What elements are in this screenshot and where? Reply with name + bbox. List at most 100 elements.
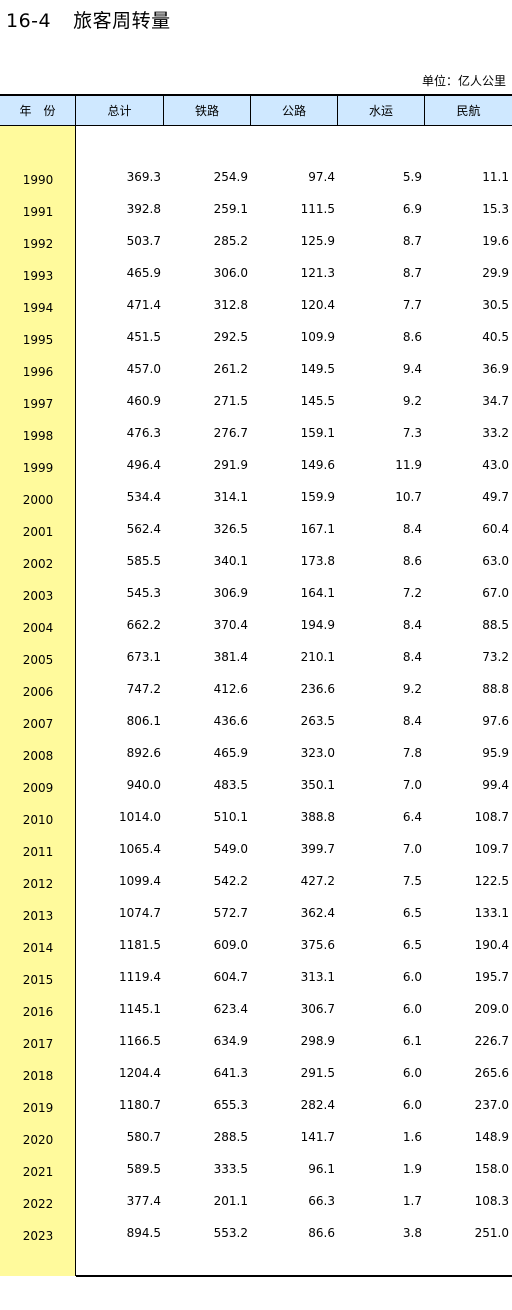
cell-year: 2000 bbox=[22, 493, 54, 507]
cell-total: 1014.0 bbox=[119, 810, 161, 824]
cell-railway: 436.6 bbox=[213, 714, 248, 728]
cell-year: 2006 bbox=[22, 685, 54, 699]
cell-civil-aviation: 148.9 bbox=[474, 1130, 509, 1144]
cell-waterway: 7.7 bbox=[402, 298, 422, 312]
cell-total: 806.1 bbox=[126, 714, 161, 728]
cell-year: 1990 bbox=[22, 173, 54, 187]
cell-highway: 313.1 bbox=[300, 970, 335, 984]
cell-railway: 254.9 bbox=[213, 170, 248, 184]
cell-year: 2002 bbox=[22, 557, 54, 571]
cell-waterway: 7.0 bbox=[402, 842, 422, 856]
cell-railway: 604.7 bbox=[213, 970, 248, 984]
table-row: 2000 534.4 314.1 159.9 10.7 49.7 bbox=[0, 481, 512, 513]
cell-waterway: 8.7 bbox=[402, 234, 422, 248]
cell-highway: 236.6 bbox=[300, 682, 335, 696]
cell-waterway: 1.9 bbox=[402, 1162, 422, 1176]
cell-waterway: 6.5 bbox=[402, 938, 422, 952]
cell-total: 580.7 bbox=[126, 1130, 161, 1144]
cell-total: 465.9 bbox=[126, 266, 161, 280]
cell-highway: 210.1 bbox=[300, 650, 335, 664]
table-row: 1998 476.3 276.7 159.1 7.3 33.2 bbox=[0, 417, 512, 449]
table-row: 2017 1166.5 634.9 298.9 6.1 226.7 bbox=[0, 1025, 512, 1057]
cell-total: 476.3 bbox=[126, 426, 161, 440]
cell-civil-aviation: 190.4 bbox=[474, 938, 509, 952]
cell-civil-aviation: 15.3 bbox=[482, 202, 509, 216]
table-header: 年 份 总计 铁路 公路 水运 民航 bbox=[0, 94, 512, 126]
cell-highway: 141.7 bbox=[300, 1130, 335, 1144]
cell-year: 2009 bbox=[22, 781, 54, 795]
table-row: 1996 457.0 261.2 149.5 9.4 36.9 bbox=[0, 353, 512, 385]
cell-total: 1166.5 bbox=[119, 1034, 161, 1048]
cell-waterway: 8.4 bbox=[402, 714, 422, 728]
cell-total: 1145.1 bbox=[119, 1002, 161, 1016]
cell-highway: 109.9 bbox=[300, 330, 335, 344]
cell-year: 2023 bbox=[22, 1229, 54, 1243]
unit-label: 单位：亿人公里 bbox=[421, 74, 506, 88]
cell-waterway: 8.6 bbox=[402, 554, 422, 568]
cell-civil-aviation: 251.0 bbox=[474, 1226, 509, 1240]
table-row: 2016 1145.1 623.4 306.7 6.0 209.0 bbox=[0, 993, 512, 1025]
cell-railway: 326.5 bbox=[213, 522, 248, 536]
cell-year: 2022 bbox=[22, 1197, 54, 1211]
cell-highway: 66.3 bbox=[308, 1194, 335, 1208]
cell-highway: 263.5 bbox=[300, 714, 335, 728]
table-row: 2012 1099.4 542.2 427.2 7.5 122.5 bbox=[0, 865, 512, 897]
cell-civil-aviation: 108.3 bbox=[474, 1194, 509, 1208]
table-row: 2002 585.5 340.1 173.8 8.6 63.0 bbox=[0, 545, 512, 577]
cell-civil-aviation: 122.5 bbox=[474, 874, 509, 888]
cell-waterway: 5.9 bbox=[402, 170, 422, 184]
cell-railway: 333.5 bbox=[213, 1162, 248, 1176]
header-highway: 公路 bbox=[251, 96, 338, 125]
cell-year: 2017 bbox=[22, 1037, 54, 1051]
cell-waterway: 8.7 bbox=[402, 266, 422, 280]
cell-year: 1995 bbox=[22, 333, 54, 347]
cell-year: 1991 bbox=[22, 205, 54, 219]
cell-civil-aviation: 265.6 bbox=[474, 1066, 509, 1080]
cell-year: 2007 bbox=[22, 717, 54, 731]
cell-total: 1204.4 bbox=[119, 1066, 161, 1080]
cell-highway: 149.6 bbox=[300, 458, 335, 472]
cell-highway: 388.8 bbox=[300, 810, 335, 824]
cell-railway: 572.7 bbox=[213, 906, 248, 920]
cell-waterway: 6.1 bbox=[402, 1034, 422, 1048]
cell-civil-aviation: 209.0 bbox=[474, 1002, 509, 1016]
cell-highway: 120.4 bbox=[300, 298, 335, 312]
cell-railway: 285.2 bbox=[213, 234, 248, 248]
cell-railway: 609.0 bbox=[213, 938, 248, 952]
cell-civil-aviation: 19.6 bbox=[482, 234, 509, 248]
cell-total: 503.7 bbox=[126, 234, 161, 248]
cell-total: 1119.4 bbox=[119, 970, 161, 984]
cell-total: 1074.7 bbox=[119, 906, 161, 920]
cell-railway: 340.1 bbox=[213, 554, 248, 568]
table-row: 2005 673.1 381.4 210.1 8.4 73.2 bbox=[0, 641, 512, 673]
table-row: 2001 562.4 326.5 167.1 8.4 60.4 bbox=[0, 513, 512, 545]
cell-railway: 288.5 bbox=[213, 1130, 248, 1144]
cell-total: 457.0 bbox=[126, 362, 161, 376]
cell-waterway: 3.8 bbox=[402, 1226, 422, 1240]
cell-highway: 362.4 bbox=[300, 906, 335, 920]
cell-highway: 86.6 bbox=[308, 1226, 335, 1240]
table-row: 2022 377.4 201.1 66.3 1.7 108.3 bbox=[0, 1185, 512, 1217]
table-bottom-rule bbox=[76, 1275, 512, 1277]
cell-civil-aviation: 95.9 bbox=[482, 746, 509, 760]
cell-railway: 655.3 bbox=[213, 1098, 248, 1112]
cell-civil-aviation: 60.4 bbox=[482, 522, 509, 536]
cell-highway: 427.2 bbox=[300, 874, 335, 888]
cell-total: 1180.7 bbox=[119, 1098, 161, 1112]
cell-civil-aviation: 30.5 bbox=[482, 298, 509, 312]
cell-highway: 145.5 bbox=[300, 394, 335, 408]
cell-waterway: 9.2 bbox=[402, 682, 422, 696]
table-row: 2014 1181.5 609.0 375.6 6.5 190.4 bbox=[0, 929, 512, 961]
table-row: 1992 503.7 285.2 125.9 8.7 19.6 bbox=[0, 225, 512, 257]
cell-total: 1181.5 bbox=[119, 938, 161, 952]
cell-highway: 350.1 bbox=[300, 778, 335, 792]
table-row: 2011 1065.4 549.0 399.7 7.0 109.7 bbox=[0, 833, 512, 865]
cell-highway: 125.9 bbox=[300, 234, 335, 248]
cell-year: 1993 bbox=[22, 269, 54, 283]
cell-year: 2003 bbox=[22, 589, 54, 603]
cell-total: 369.3 bbox=[126, 170, 161, 184]
cell-waterway: 11.9 bbox=[395, 458, 422, 472]
cell-highway: 375.6 bbox=[300, 938, 335, 952]
cell-civil-aviation: 11.1 bbox=[482, 170, 509, 184]
cell-highway: 96.1 bbox=[308, 1162, 335, 1176]
